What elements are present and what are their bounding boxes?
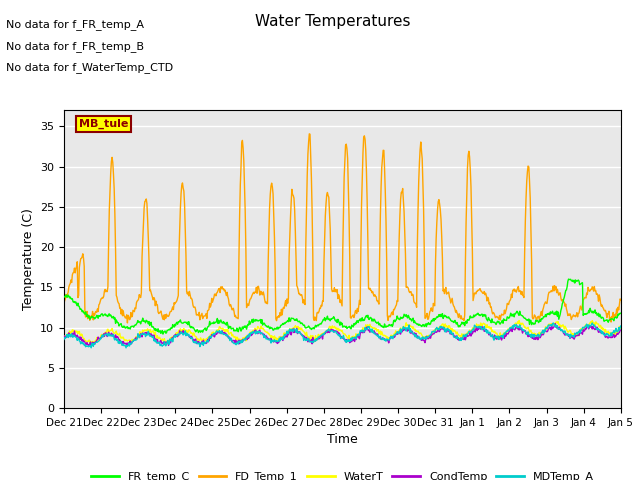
Y-axis label: Temperature (C): Temperature (C)	[22, 208, 35, 310]
Legend: FR_temp_C, FD_Temp_1, WaterT, CondTemp, MDTemp_A: FR_temp_C, FD_Temp_1, WaterT, CondTemp, …	[86, 467, 598, 480]
Text: No data for f_FR_temp_B: No data for f_FR_temp_B	[6, 41, 145, 52]
Text: MB_tule: MB_tule	[79, 119, 128, 129]
X-axis label: Time: Time	[327, 433, 358, 446]
Text: No data for f_WaterTemp_CTD: No data for f_WaterTemp_CTD	[6, 62, 173, 73]
Text: No data for f_FR_temp_A: No data for f_FR_temp_A	[6, 19, 145, 30]
Text: Water Temperatures: Water Temperatures	[255, 14, 410, 29]
